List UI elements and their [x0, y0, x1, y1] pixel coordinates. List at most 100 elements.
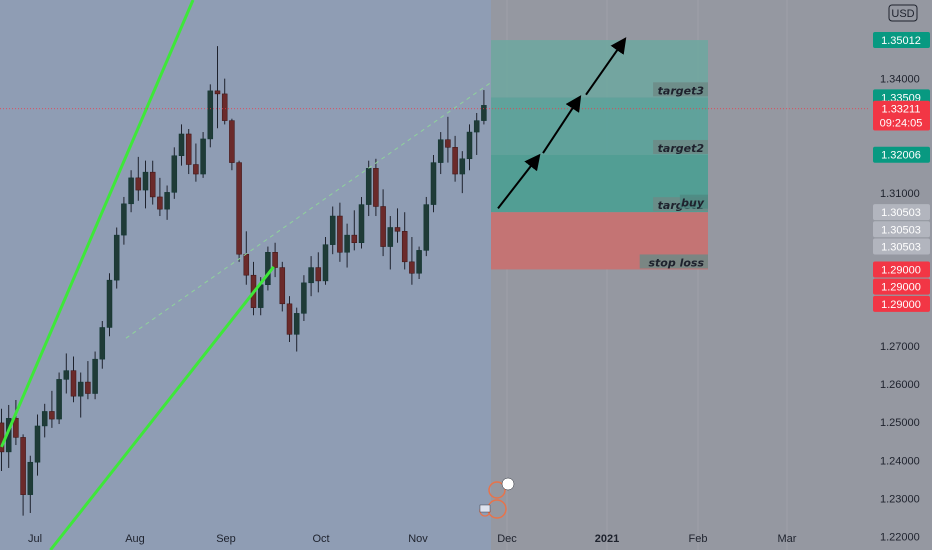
candle-body [257, 284, 264, 308]
candle-body [149, 171, 156, 198]
candle-body [481, 105, 487, 121]
price-tag-label: 1.30503 [881, 207, 921, 219]
price-tag-bg [873, 100, 930, 117]
candle-body [315, 267, 322, 282]
candle-body [437, 139, 444, 163]
candle-body [344, 234, 350, 253]
channel-lines[interactable] [0, 0, 868, 550]
candle-body [20, 437, 26, 495]
price-tick-label: 1.26000 [880, 379, 920, 391]
price-tick-label: 1.25000 [880, 417, 920, 429]
price-tick-label: 1.22000 [880, 532, 920, 544]
time-tick-label: 2021 [595, 533, 619, 545]
candle-body [265, 252, 271, 285]
trend-arrow-1[interactable] [497, 153, 541, 210]
trend-arrow-3[interactable] [585, 37, 627, 96]
candle-body [279, 267, 286, 305]
candle-body [394, 227, 401, 232]
candle-body [99, 327, 106, 360]
candle-body [380, 206, 386, 247]
candle-body [236, 162, 242, 255]
candle-body [13, 418, 19, 438]
candle-body [142, 171, 149, 191]
price-tag-label: 1.32006 [881, 150, 921, 162]
candle-body [171, 155, 178, 193]
price-tag-bg [873, 261, 930, 278]
trend-arrows[interactable] [497, 37, 627, 210]
time-tick-label: Dec [497, 533, 517, 545]
candle-body [229, 120, 235, 163]
time-axis[interactable]: Jul Aug Sep Oct Nov Dec 2021 Feb Mar [28, 533, 797, 545]
candle-body [178, 133, 185, 156]
price-tag-label: 1.30503 [881, 241, 921, 253]
time-tick-label: Jul [28, 533, 42, 545]
price-tags: 1.350121.335091.3321109:24:051.320061.30… [873, 32, 930, 312]
time-tick-label: Mar [778, 533, 797, 545]
candle-body [77, 381, 84, 397]
channel-mid-line[interactable] [125, 82, 492, 339]
candle-body [466, 131, 473, 160]
candle-body [63, 370, 70, 380]
zone-label-bg-3 [639, 254, 708, 269]
candle-body [365, 168, 372, 205]
zone-label-stop-loss: stop loss [649, 256, 705, 269]
candle-body [308, 267, 314, 284]
candle-body [423, 204, 430, 251]
price-tag-bg [873, 114, 930, 131]
currency-badge[interactable] [888, 4, 918, 22]
price-tag-label: 1.29000 [881, 282, 921, 294]
trend-arrow-2[interactable] [542, 95, 582, 154]
economic-events[interactable] [479, 477, 515, 519]
event-count-badge-uk [501, 477, 515, 491]
price-tick-label: 1.24000 [880, 455, 920, 467]
time-tick-label: Feb [689, 533, 708, 545]
candle-body [373, 168, 379, 207]
price-tick-label: 1.34000 [880, 74, 920, 86]
price-tag-bg [873, 278, 930, 295]
event-marker-uk[interactable] [488, 481, 506, 499]
price-tag-label: 09:24:05 [880, 118, 923, 130]
candle-body [409, 261, 415, 274]
candle-body [214, 90, 221, 95]
candle-body [185, 133, 192, 165]
candle-body [49, 411, 55, 420]
zone-label-bg-1 [653, 139, 708, 154]
price-tick-label: 1.31000 [880, 188, 920, 200]
candle-body [164, 192, 170, 210]
us-flag-icon [479, 504, 491, 513]
channel-upper-line[interactable] [0, 0, 195, 448]
candle-body [286, 303, 293, 335]
candle-body [85, 381, 91, 394]
time-tick-label: Aug [125, 533, 145, 545]
price-tag-bg [873, 238, 930, 255]
candle-body [56, 379, 62, 420]
price-tag-bg [873, 221, 930, 238]
candle-body [430, 162, 437, 205]
candle-body [200, 138, 206, 175]
price-tag-bg [873, 32, 930, 48]
candle-body [128, 177, 134, 205]
candle-body [337, 215, 343, 253]
channel-lower-line[interactable] [49, 265, 275, 550]
candle-body [92, 358, 98, 394]
price-tag-label: 1.30503 [881, 224, 921, 236]
candle-body [41, 411, 48, 427]
price-tag-label: 1.33211 [882, 104, 921, 116]
candle-body [416, 250, 422, 274]
zone-label-bg-extra-0 [679, 194, 708, 209]
price-tag-label: 1.29000 [881, 264, 921, 276]
candle-body [401, 231, 408, 263]
price-tag-label: 1.35012 [881, 35, 921, 47]
zone-label-target3: target3 [658, 84, 705, 97]
price-tag-bg [873, 204, 930, 221]
candle-body [157, 196, 163, 210]
candle-body [387, 227, 394, 247]
zone-label-bg-0 [653, 82, 708, 97]
candle-body [272, 252, 278, 268]
candle-body [445, 139, 451, 148]
candle-body [193, 164, 199, 175]
candle-body [113, 234, 120, 281]
price-tag-bg [873, 295, 930, 312]
